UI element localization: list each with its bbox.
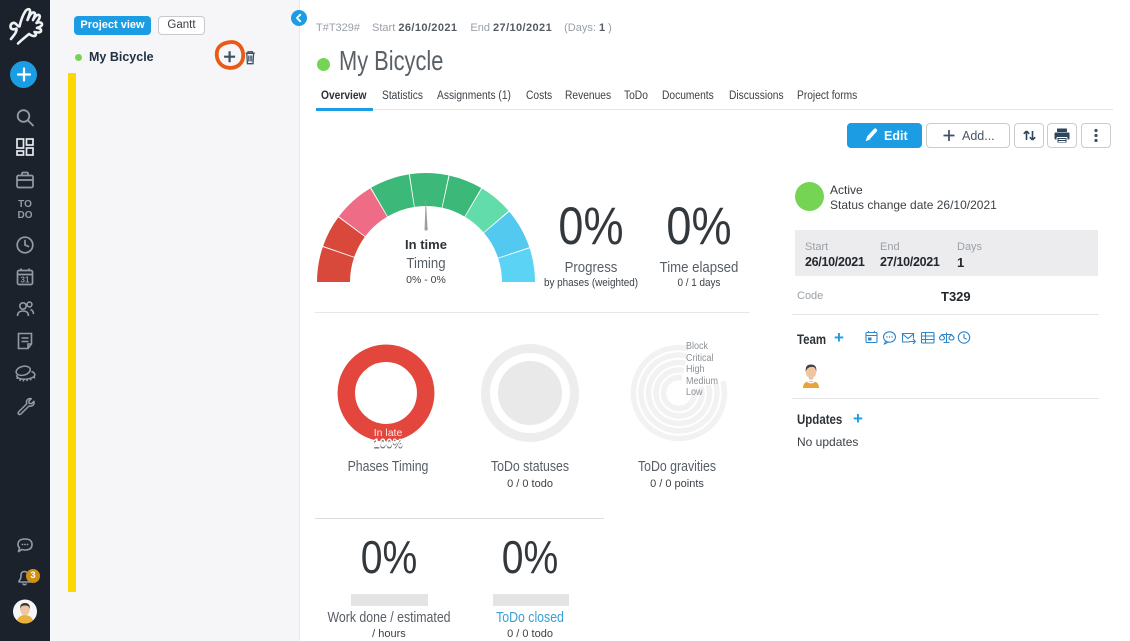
svg-text:Edit: Edit xyxy=(884,129,908,143)
svg-text:31: 31 xyxy=(21,276,30,285)
svg-text:Add...: Add... xyxy=(962,129,995,143)
